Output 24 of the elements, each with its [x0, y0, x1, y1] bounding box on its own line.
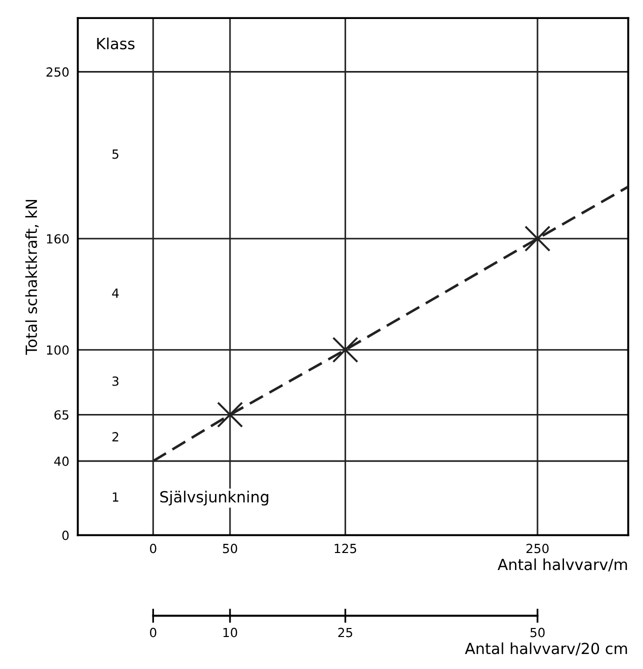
annotation: 1: [112, 492, 118, 502]
y-tick-label: 100: [46, 345, 69, 355]
y-tick-label: 160: [46, 234, 69, 244]
x2-tick-label: 50: [530, 628, 545, 638]
annotation: Klass: [97, 38, 134, 50]
x-tick-label: 0: [150, 544, 156, 554]
x-tick-label: 250: [526, 544, 549, 554]
x2-axis-title: Antal halvvarv/20 cm: [464, 642, 627, 656]
x2-tick-label: 0: [150, 628, 156, 638]
y-tick-label: 0: [62, 530, 69, 540]
annotation: Självsjunkning: [160, 490, 268, 506]
annotation: 3: [112, 376, 118, 386]
y-tick-label: 250: [46, 67, 69, 77]
annotation: 2: [112, 432, 118, 442]
y-tick-label: 65: [54, 410, 68, 420]
x-axis-title: Antal halvvarv/m: [498, 558, 627, 572]
x2-tick-label: 25: [338, 628, 352, 638]
x-tick-label: 125: [334, 544, 356, 554]
x-tick-label: 50: [223, 544, 238, 554]
annotation: 4: [112, 288, 119, 298]
y-axis-title: Total schaktkraft, kN: [25, 200, 39, 355]
x2-tick-label: 10: [223, 628, 238, 638]
y-tick-label: 40: [54, 456, 69, 466]
annotation: 5: [112, 150, 118, 159]
